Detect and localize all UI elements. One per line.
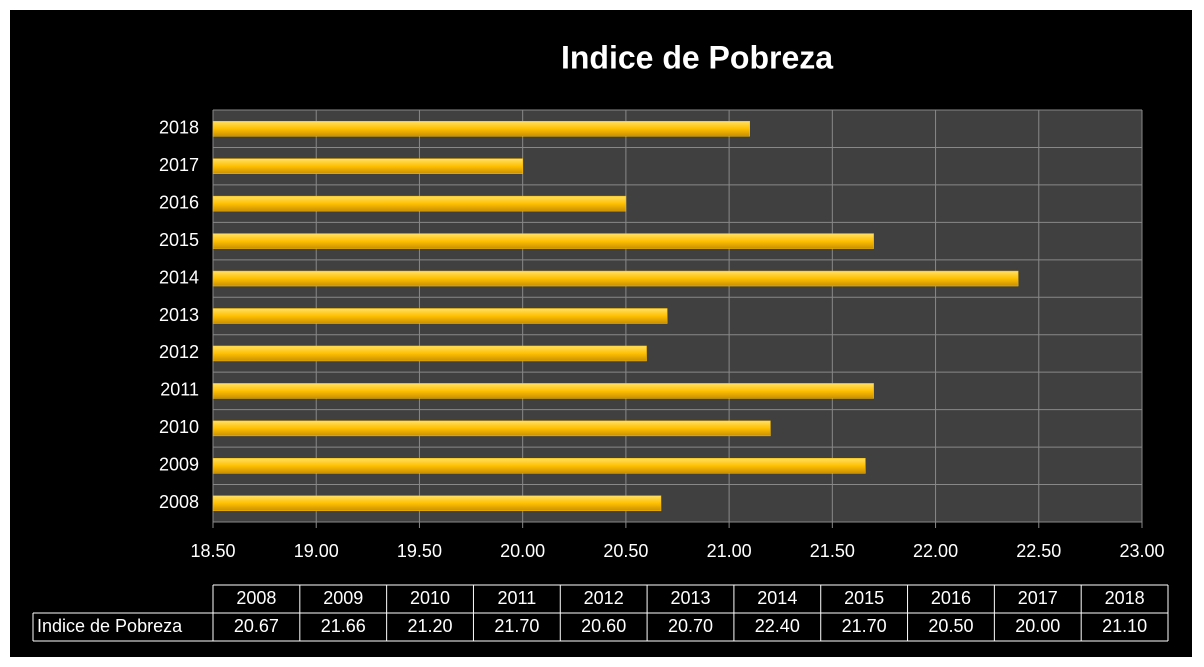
x-tick-label: 21.50 — [810, 541, 855, 561]
chart-title: Indice de Pobreza — [561, 39, 833, 75]
x-tick-label: 21.00 — [707, 541, 752, 561]
x-tick-label: 19.50 — [397, 541, 442, 561]
bar — [212, 195, 627, 212]
table-header: 2009 — [323, 588, 363, 608]
y-tick-label: 2016 — [159, 192, 199, 212]
table-header: 2017 — [1018, 588, 1058, 608]
table-value: 20.67 — [234, 616, 279, 636]
x-tick-label: 18.50 — [190, 541, 235, 561]
x-tick-label: 20.50 — [603, 541, 648, 561]
table-value: 22.40 — [755, 616, 800, 636]
table-header: 2014 — [757, 588, 797, 608]
y-tick-label: 2015 — [159, 230, 199, 250]
bar — [212, 233, 874, 249]
table-value: 21.20 — [408, 616, 453, 636]
y-tick-label: 2014 — [159, 267, 199, 287]
table-header: 2016 — [931, 588, 971, 608]
bar — [212, 308, 668, 324]
x-tick-label: 20.00 — [500, 541, 545, 561]
bar — [212, 270, 1019, 287]
table-header: 2018 — [1105, 588, 1145, 608]
x-tick-label: 23.00 — [1119, 541, 1164, 561]
x-tick-label: 22.00 — [913, 541, 958, 561]
bar — [212, 495, 662, 512]
table-value: 21.10 — [1102, 616, 1147, 636]
table-header: 2012 — [584, 588, 624, 608]
table-value: 20.60 — [581, 616, 626, 636]
table-value: 20.50 — [928, 616, 973, 636]
bar — [212, 383, 874, 399]
y-tick-label: 2012 — [159, 342, 199, 362]
y-tick-label: 2011 — [160, 380, 199, 400]
bar — [212, 458, 866, 474]
y-tick-label: 2013 — [159, 305, 199, 325]
table-header: 2013 — [670, 588, 710, 608]
y-tick-label: 2018 — [159, 117, 199, 137]
y-tick-label: 2008 — [159, 492, 199, 512]
y-tick-label: 2009 — [159, 455, 199, 475]
y-tick-label: 2017 — [159, 155, 199, 175]
bar — [212, 158, 523, 174]
table-header: 2011 — [498, 588, 537, 608]
table-value: 21.66 — [321, 616, 366, 636]
x-tick-label: 19.00 — [294, 541, 339, 561]
bar — [212, 345, 647, 362]
table-header: 2015 — [844, 588, 884, 608]
table-header: 2008 — [236, 588, 276, 608]
bar — [212, 120, 751, 137]
table-value: 20.70 — [668, 616, 713, 636]
x-tick-label: 22.50 — [1016, 541, 1061, 561]
table-header: 2010 — [410, 588, 450, 608]
table-value: 21.70 — [494, 616, 539, 636]
y-tick-label: 2010 — [159, 417, 199, 437]
table-value: 21.70 — [842, 616, 887, 636]
table-value: 20.00 — [1015, 616, 1060, 636]
table-row-header: Indice de Pobreza — [37, 616, 183, 636]
bar — [212, 420, 771, 437]
